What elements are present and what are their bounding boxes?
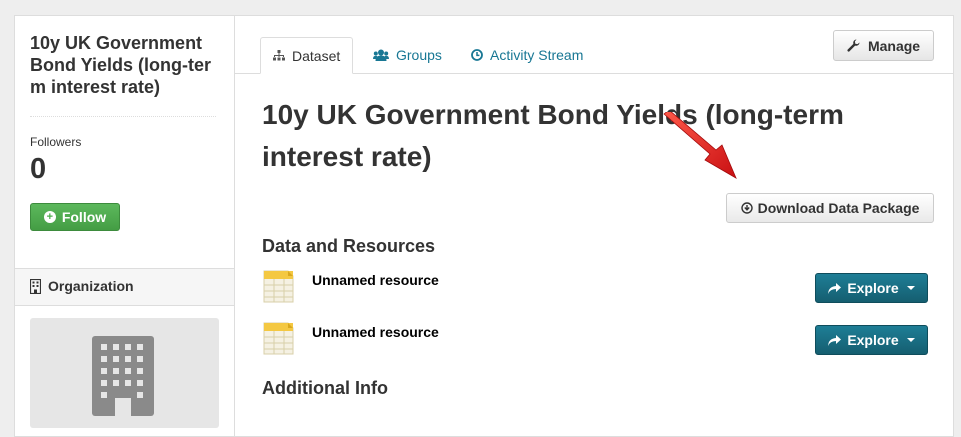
follow-button-label: Follow (61, 209, 107, 225)
sidebar-dataset-title: 10y UK Government Bond Yields (long-term… (30, 33, 212, 97)
main-content: Dataset Groups Activity Stream (234, 15, 954, 437)
share-arrow-icon (828, 334, 842, 346)
clock-icon (471, 49, 483, 61)
tab-groups[interactable]: Groups (361, 37, 454, 73)
manage-button-label: Manage (867, 37, 921, 54)
caret-down-icon (906, 286, 915, 290)
page-title: 10y UK Government Bond Yields (long-term… (262, 99, 844, 172)
resource-name[interactable]: Unnamed resource (312, 324, 439, 340)
caret-down-icon (906, 338, 915, 342)
plus-circle-icon: + (43, 211, 56, 223)
wrench-icon (847, 39, 860, 52)
manage-button[interactable]: Manage (833, 30, 934, 61)
followers-count: 0 (30, 153, 47, 185)
followers-label: Followers (30, 135, 82, 149)
resource-name[interactable]: Unnamed resource (312, 272, 439, 288)
tab-groups-label: Groups (396, 47, 442, 63)
tab-activity-stream-label: Activity Stream (490, 47, 584, 63)
dataset-tabs: Dataset Groups Activity Stream (235, 16, 953, 74)
organization-header: Organization (15, 268, 235, 306)
users-icon (373, 49, 389, 61)
divider (30, 116, 216, 117)
additional-info-heading: Additional Info (262, 378, 388, 398)
sitemap-icon (273, 50, 285, 61)
annotation-arrow-icon (663, 112, 737, 179)
resource-item[interactable]: Unnamed resource Explore (262, 321, 932, 357)
organization-image[interactable] (30, 318, 219, 428)
explore-button-label: Explore (847, 280, 899, 296)
csv-format-icon (263, 322, 294, 355)
building-icon (30, 279, 41, 294)
explore-button-label: Explore (847, 332, 899, 348)
follow-button[interactable]: + Follow (30, 203, 120, 231)
download-data-package-label: Download Data Package (757, 200, 920, 216)
tab-dataset-label: Dataset (292, 47, 341, 64)
resources-heading: Data and Resources (262, 236, 436, 256)
tab-dataset[interactable]: Dataset (260, 37, 354, 74)
share-arrow-icon (828, 282, 842, 294)
organization-label: Organization (48, 278, 134, 294)
download-circle-icon (740, 202, 753, 214)
building-placeholder-icon (92, 336, 154, 416)
csv-format-icon (263, 270, 294, 303)
tab-activity-stream[interactable]: Activity Stream (459, 37, 595, 73)
download-data-package-button[interactable]: Download Data Package (726, 193, 934, 223)
resource-item[interactable]: Unnamed resource Explore (262, 269, 932, 305)
sidebar: 10y UK Government Bond Yields (long-term… (14, 15, 235, 437)
explore-button[interactable]: Explore (815, 325, 928, 355)
explore-button[interactable]: Explore (815, 273, 928, 303)
